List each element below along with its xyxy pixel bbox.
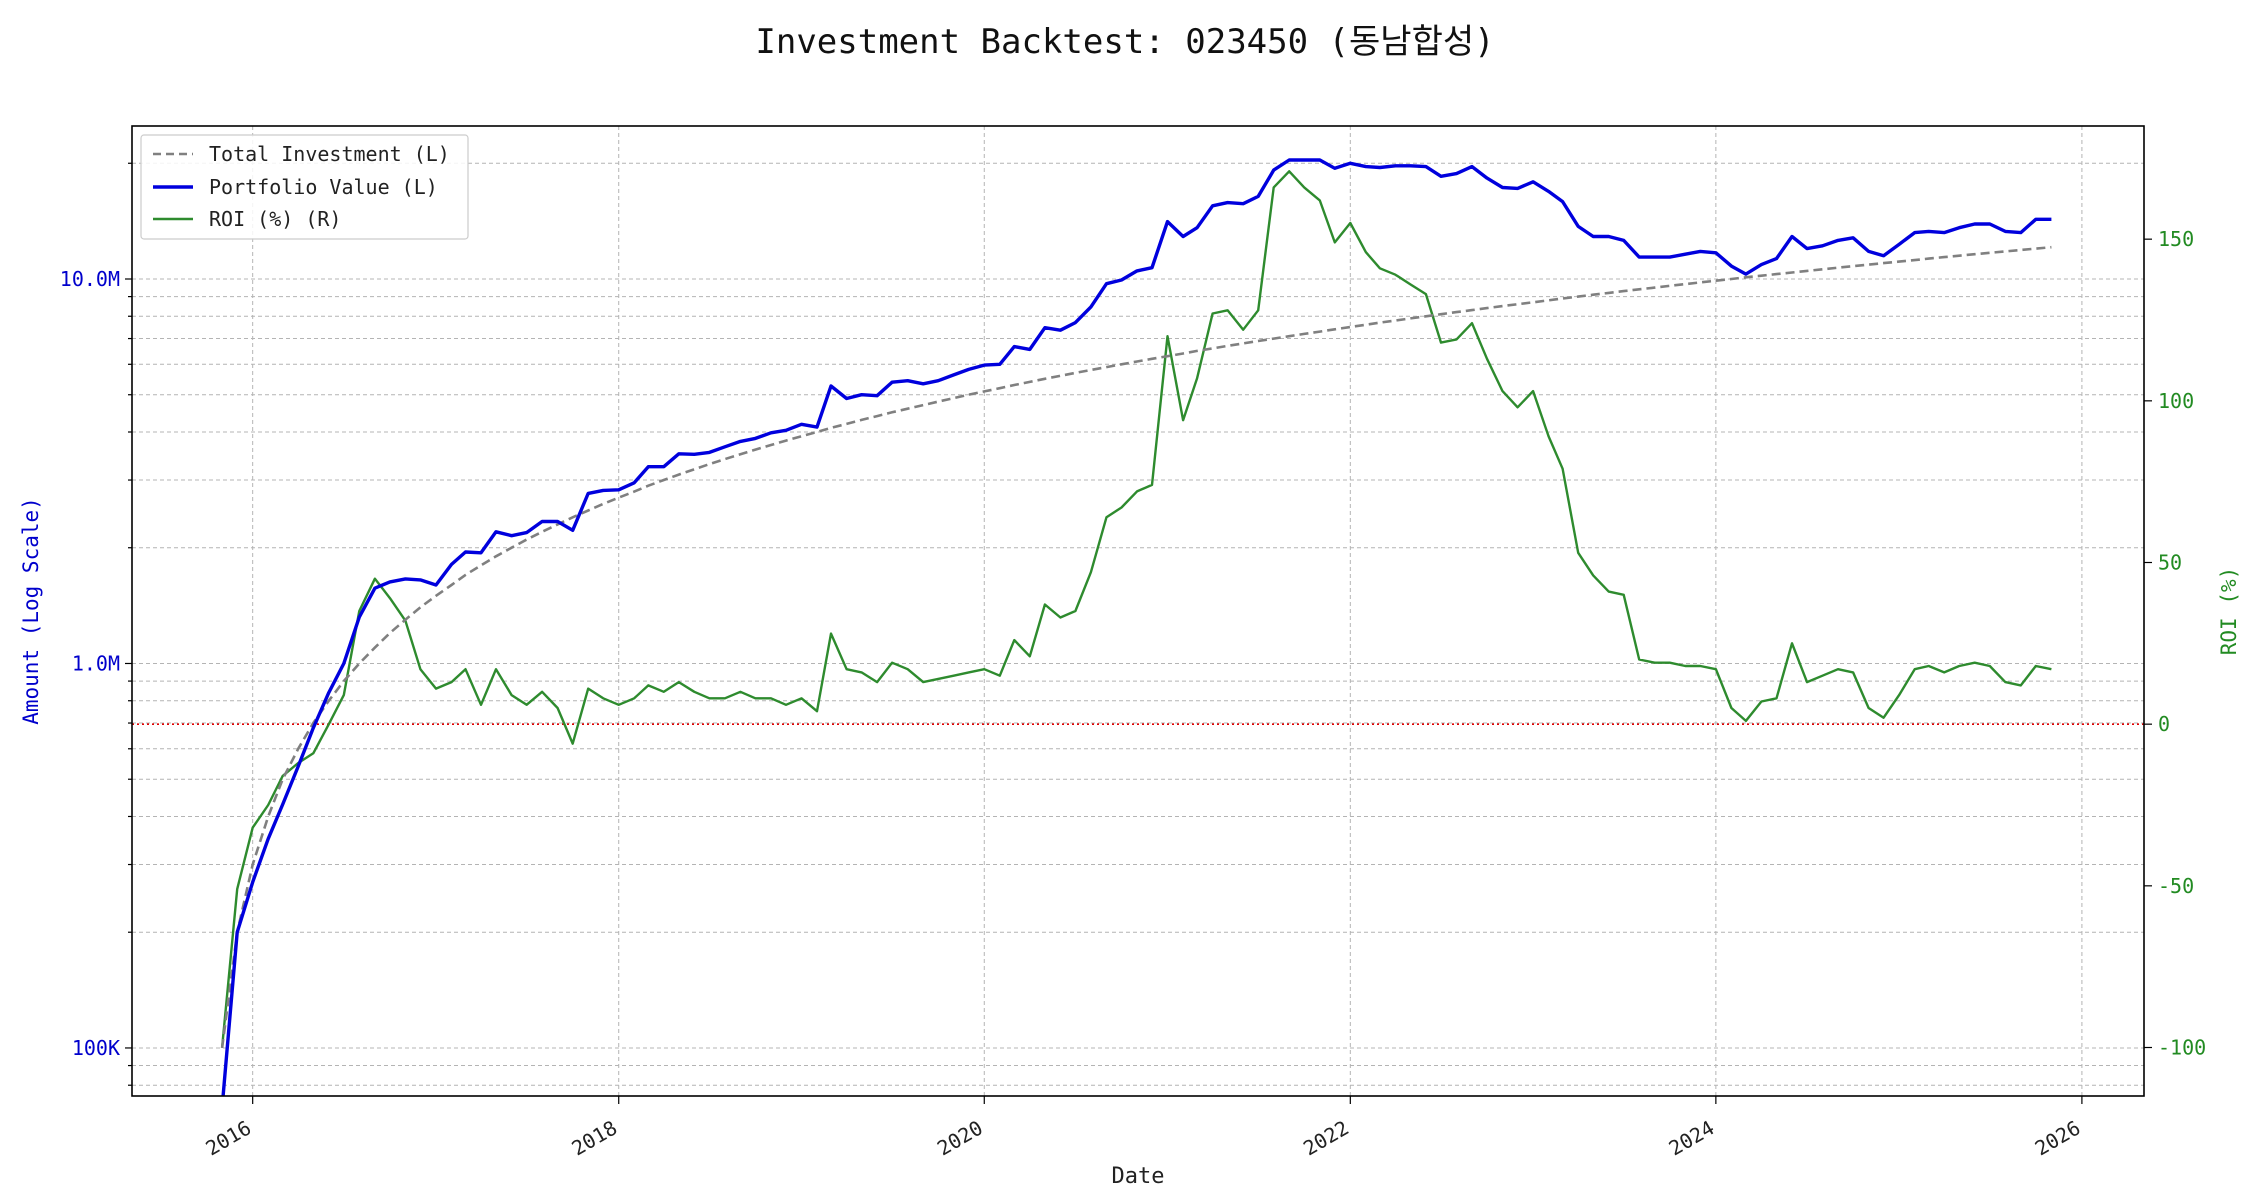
axes-layer: 100K 1.0M 10.0M 2016 2018 2020 2022 2024 2026 -10… (60, 162, 2206, 1161)
series-layer (132, 158, 2144, 1096)
x-tick-label: 2024 (1665, 1116, 1719, 1161)
x-tick-label: 2018 (568, 1116, 622, 1161)
y-right-tick-label: 0 (2158, 712, 2170, 736)
legend: Total Investment (L) Portfolio Value (L)… (140, 134, 469, 240)
x-tick-label: 2022 (1299, 1116, 1353, 1161)
x-tick-label: 2020 (933, 1116, 987, 1161)
roi-line (220, 170, 2052, 1048)
legend-label-portfolio-value: Portfolio Value (L) (209, 175, 438, 199)
x-axis-label: Date (1112, 1164, 1165, 1189)
y-left-tick-label: 10.0M (60, 267, 120, 291)
y-right-tick-label: 50 (2158, 551, 2182, 575)
x-tick-label: 2026 (2031, 1116, 2085, 1161)
y-right-tick-label: -50 (2158, 874, 2194, 898)
y-left-tick-label: 1.0M (72, 651, 120, 675)
grid-layer (132, 126, 2144, 1096)
legend-label-total-investment: Total Investment (L) (209, 142, 450, 166)
chart-title: Investment Backtest: 023450 (동남합성) (755, 22, 1495, 62)
y-right-tick-label: -100 (2158, 1036, 2206, 1060)
total-investment-line (220, 245, 2052, 1049)
y-left-tick-label: 100K (72, 1036, 120, 1060)
y-right-tick-label: 150 (2158, 227, 2194, 251)
x-tick-label: 2016 (201, 1116, 255, 1161)
plot-frame (131, 125, 2145, 1097)
y-right-tick-label: 100 (2158, 389, 2194, 413)
legend-box (140, 134, 469, 240)
portfolio-value-line (221, 158, 2052, 1096)
y-right-axis-label: ROI (%) (2217, 567, 2241, 656)
legend-label-roi: ROI (%) (R) (209, 207, 341, 231)
y-left-axis-label: Amount (Log Scale) (19, 497, 43, 725)
